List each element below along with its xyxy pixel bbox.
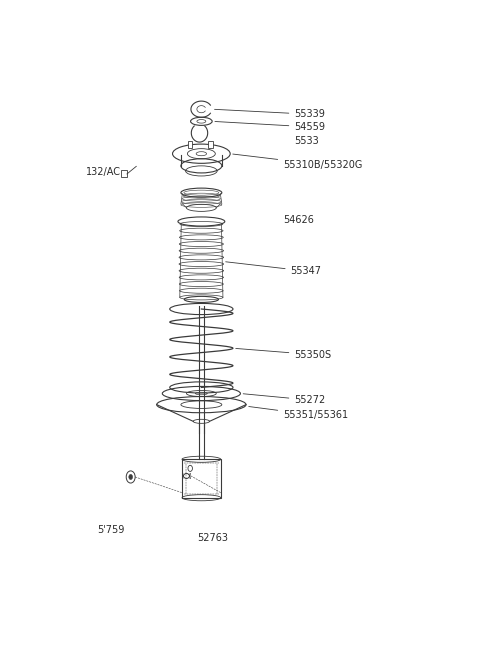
Bar: [188, 141, 192, 148]
Bar: [121, 170, 127, 177]
Text: 52763: 52763: [198, 533, 228, 543]
Text: 5'759: 5'759: [97, 525, 125, 535]
Text: 54559: 54559: [215, 122, 325, 132]
Text: 55339: 55339: [215, 109, 325, 120]
Text: 55351/55361: 55351/55361: [249, 407, 348, 420]
Text: 5533: 5533: [294, 135, 319, 146]
Text: 132/AC: 132/AC: [86, 168, 121, 177]
Text: 55272: 55272: [243, 394, 325, 405]
Text: 54626: 54626: [283, 215, 314, 225]
Circle shape: [129, 474, 132, 480]
Text: 55350S: 55350S: [236, 348, 332, 359]
Bar: [208, 141, 213, 148]
Text: 55310B/55320G: 55310B/55320G: [233, 154, 362, 170]
Text: 55347: 55347: [226, 261, 322, 276]
